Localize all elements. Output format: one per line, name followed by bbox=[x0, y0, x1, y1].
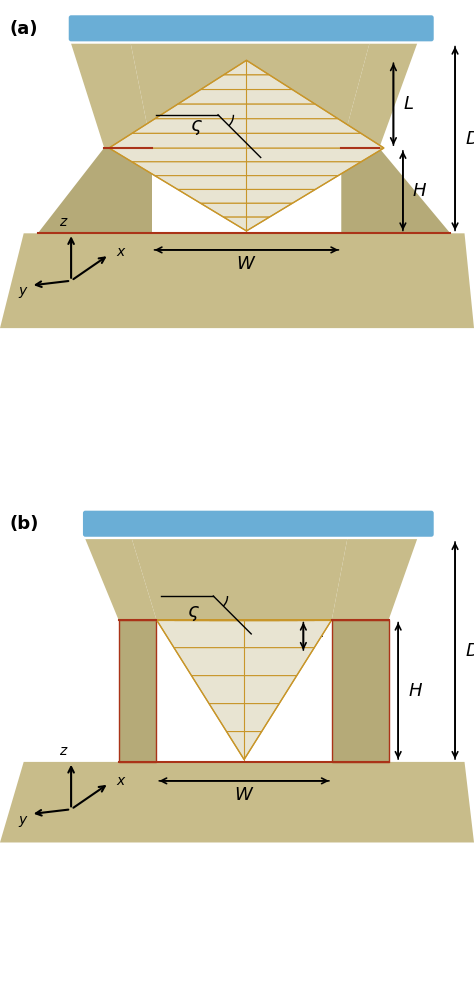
Polygon shape bbox=[224, 217, 269, 231]
Polygon shape bbox=[178, 89, 315, 104]
Polygon shape bbox=[131, 44, 369, 148]
Text: $y$: $y$ bbox=[18, 284, 29, 300]
Polygon shape bbox=[332, 540, 417, 620]
Polygon shape bbox=[155, 176, 338, 189]
Polygon shape bbox=[118, 620, 156, 762]
Text: $L$: $L$ bbox=[403, 95, 414, 113]
FancyBboxPatch shape bbox=[83, 511, 434, 537]
Polygon shape bbox=[191, 676, 297, 703]
Text: (b): (b) bbox=[9, 515, 39, 534]
FancyBboxPatch shape bbox=[69, 16, 434, 41]
Polygon shape bbox=[341, 44, 417, 148]
Polygon shape bbox=[132, 119, 361, 133]
Text: $y$: $y$ bbox=[18, 813, 29, 829]
Polygon shape bbox=[201, 203, 292, 217]
Polygon shape bbox=[201, 75, 292, 89]
Polygon shape bbox=[332, 620, 389, 762]
Text: $\varsigma$: $\varsigma$ bbox=[187, 604, 200, 623]
Polygon shape bbox=[71, 44, 152, 148]
Text: $W$: $W$ bbox=[237, 255, 256, 273]
Polygon shape bbox=[132, 162, 361, 176]
Text: $H$: $H$ bbox=[412, 181, 428, 200]
Polygon shape bbox=[155, 104, 338, 119]
Polygon shape bbox=[209, 703, 279, 732]
Polygon shape bbox=[0, 762, 474, 843]
Text: $W$: $W$ bbox=[234, 786, 254, 803]
Text: $x$: $x$ bbox=[116, 774, 127, 788]
Polygon shape bbox=[341, 148, 450, 233]
Polygon shape bbox=[109, 133, 384, 148]
Polygon shape bbox=[174, 647, 314, 676]
Text: $z$: $z$ bbox=[59, 215, 69, 230]
Polygon shape bbox=[0, 233, 474, 328]
Polygon shape bbox=[132, 540, 347, 620]
Text: $L$: $L$ bbox=[313, 623, 324, 641]
Polygon shape bbox=[178, 189, 315, 203]
Polygon shape bbox=[109, 148, 384, 162]
Polygon shape bbox=[156, 620, 332, 647]
Polygon shape bbox=[85, 540, 156, 620]
Text: $x$: $x$ bbox=[116, 245, 127, 259]
Polygon shape bbox=[224, 60, 269, 75]
Text: $D$: $D$ bbox=[465, 129, 474, 147]
Polygon shape bbox=[38, 148, 152, 233]
Text: $\varsigma$: $\varsigma$ bbox=[190, 119, 202, 137]
Text: $z$: $z$ bbox=[59, 744, 69, 757]
Text: $H$: $H$ bbox=[408, 682, 423, 699]
Text: (a): (a) bbox=[9, 20, 38, 38]
Polygon shape bbox=[227, 732, 262, 759]
Text: $D$: $D$ bbox=[465, 642, 474, 659]
